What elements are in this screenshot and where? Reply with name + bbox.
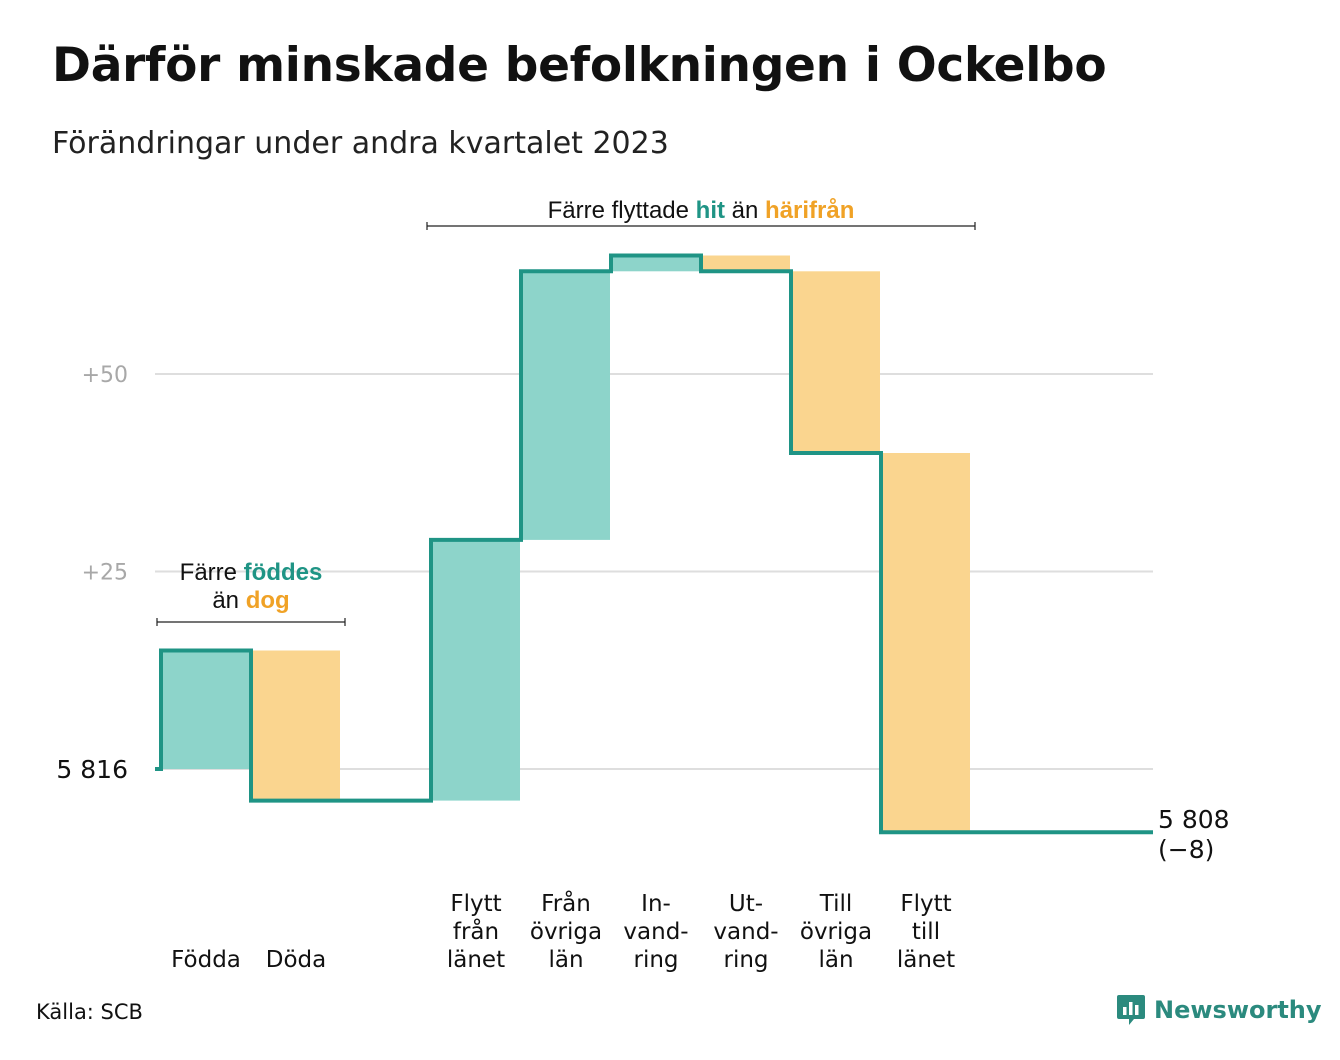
end-value-label: 5 808 <box>1158 805 1230 834</box>
bar-flytt-från-länet <box>432 539 520 801</box>
annotation-text: Färre föddes <box>180 559 323 586</box>
brand-name: Newsworthy <box>1154 996 1322 1024</box>
newsworthy-logo-icon <box>1117 995 1145 1025</box>
annotation-text-part: Färre flyttade <box>548 197 696 224</box>
category-label: från <box>453 917 499 945</box>
category-label: ring <box>723 947 768 973</box>
annotation-text-part: dog <box>246 587 290 614</box>
category-label: vand- <box>623 919 688 945</box>
annotation-text-part: härifrån <box>765 197 854 224</box>
category-label: länet <box>897 947 955 973</box>
category-label: övriga <box>530 919 602 945</box>
category-label: övriga <box>800 919 872 945</box>
category-label: Flytt <box>900 891 951 917</box>
category-label: ring <box>633 947 678 973</box>
y-tick-label: +50 <box>82 363 128 388</box>
brand[interactable]: Newsworthy <box>1116 993 1322 1027</box>
category-label: Flytt <box>450 891 501 917</box>
bar-från-övriga-län <box>522 271 610 540</box>
end-change-label: (−8) <box>1158 835 1214 864</box>
category-label: Från <box>541 889 591 917</box>
annotation-text-part: än <box>212 587 245 614</box>
start-value-label: 5 816 <box>56 755 128 784</box>
category-label: In- <box>641 891 671 917</box>
annotation-text: än dog <box>212 587 289 614</box>
bar-till-övriga-län <box>792 271 880 453</box>
source-note: Källa: SCB <box>36 1000 143 1024</box>
annotation-text-part: Färre <box>180 559 244 586</box>
annotation-text: Färre flyttade hit än härifrån <box>548 197 855 224</box>
category-label: Döda <box>266 947 326 973</box>
bar-födda <box>162 650 250 769</box>
bar-in-vand-ring <box>612 255 700 272</box>
chart-title: Därför minskade befolkningen i Ockelbo <box>52 38 1107 93</box>
bar-ut-vand-ring <box>702 255 790 272</box>
category-label: vand- <box>713 919 778 945</box>
chart-subtitle: Förändringar under andra kvartalet 2023 <box>52 126 669 161</box>
bar-flytt-till-länet <box>882 453 970 833</box>
category-label: till <box>912 919 940 945</box>
annotation-text-part: hit <box>696 197 725 224</box>
category-label: länet <box>447 947 505 973</box>
annotation-text-part: än <box>725 197 765 224</box>
step-line <box>155 253 1153 835</box>
category-label: Ut- <box>729 891 763 917</box>
category-label: län <box>818 947 853 973</box>
category-label: Till <box>819 891 853 917</box>
category-label: län <box>548 947 583 973</box>
category-label: Födda <box>171 947 241 973</box>
y-tick-label: +25 <box>82 561 128 586</box>
bar-döda <box>252 650 340 801</box>
annotation-text-part: föddes <box>244 559 323 586</box>
